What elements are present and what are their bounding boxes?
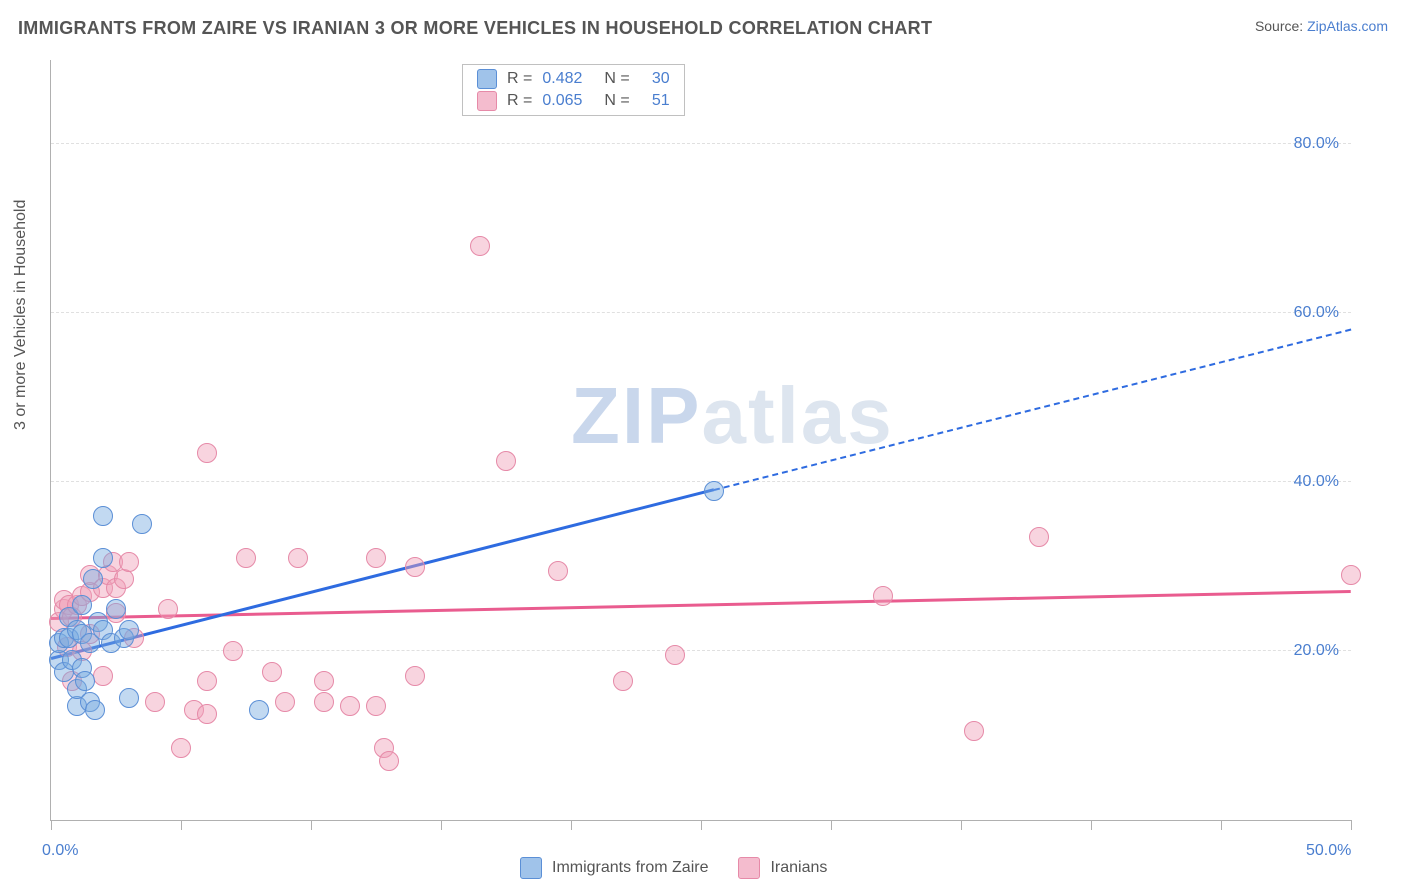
data-point [93, 548, 113, 568]
data-point [314, 692, 334, 712]
series-legend-item: Iranians [738, 857, 827, 879]
data-point [132, 514, 152, 534]
data-point [223, 641, 243, 661]
gridline [51, 481, 1351, 482]
legend-n-label: N = [604, 70, 629, 88]
data-point [548, 561, 568, 581]
x-tick [311, 820, 312, 830]
legend-swatch [477, 91, 497, 111]
legend-n-value: 51 [640, 92, 670, 110]
x-tick-label: 50.0% [1306, 842, 1351, 860]
source-label: Source: ZipAtlas.com [1255, 18, 1388, 34]
data-point [275, 692, 295, 712]
series-name: Iranians [770, 859, 827, 877]
legend-swatch [520, 857, 542, 879]
watermark-zip: ZIP [571, 371, 701, 460]
chart-title: IMMIGRANTS FROM ZAIRE VS IRANIAN 3 OR MO… [18, 18, 932, 39]
legend-r-label: R = [507, 70, 532, 88]
data-point [366, 696, 386, 716]
x-tick [51, 820, 52, 830]
legend-n-label: N = [604, 92, 629, 110]
data-point [236, 548, 256, 568]
data-point [106, 599, 126, 619]
legend-swatch [738, 857, 760, 879]
data-point [314, 671, 334, 691]
source-link[interactable]: ZipAtlas.com [1307, 18, 1388, 34]
x-tick [1351, 820, 1352, 830]
data-point [405, 557, 425, 577]
legend-row: R = 0.065 N = 51 [477, 91, 670, 111]
data-point [119, 620, 139, 640]
x-tick [1221, 820, 1222, 830]
scatter-plot: ZIPatlas 20.0% 40.0% 60.0% 80.0% [50, 60, 1351, 821]
data-point [249, 700, 269, 720]
data-point [496, 451, 516, 471]
y-tick-label: 80.0% [1294, 135, 1339, 153]
data-point [262, 662, 282, 682]
y-axis-label: 3 or more Vehicles in Household [12, 200, 30, 430]
data-point [288, 548, 308, 568]
data-point [72, 595, 92, 615]
x-tick [701, 820, 702, 830]
data-point [197, 704, 217, 724]
data-point [197, 671, 217, 691]
x-tick [831, 820, 832, 830]
data-point [171, 738, 191, 758]
x-tick [571, 820, 572, 830]
trend-line [51, 488, 715, 659]
data-point [366, 548, 386, 568]
data-point [340, 696, 360, 716]
legend-swatch [477, 69, 497, 89]
data-point [83, 569, 103, 589]
legend-row: R = 0.482 N = 30 [477, 69, 670, 89]
legend-n-value: 30 [640, 70, 670, 88]
data-point [873, 586, 893, 606]
data-point [613, 671, 633, 691]
data-point [470, 236, 490, 256]
data-point [964, 721, 984, 741]
y-tick-label: 20.0% [1294, 642, 1339, 660]
data-point [93, 506, 113, 526]
trend-line [51, 590, 1351, 620]
x-tick [441, 820, 442, 830]
legend-r-label: R = [507, 92, 532, 110]
data-point [119, 688, 139, 708]
data-point [93, 666, 113, 686]
data-point [119, 552, 139, 572]
correlation-legend: R = 0.482 N = 30 R = 0.065 N = 51 [462, 64, 685, 116]
data-point [85, 700, 105, 720]
data-point [665, 645, 685, 665]
x-tick [1091, 820, 1092, 830]
series-name: Immigrants from Zaire [552, 859, 708, 877]
y-tick-label: 60.0% [1294, 304, 1339, 322]
x-tick-label: 0.0% [42, 842, 78, 860]
watermark: ZIPatlas [571, 370, 894, 462]
watermark-atlas: atlas [701, 371, 893, 460]
x-tick [961, 820, 962, 830]
y-tick-label: 40.0% [1294, 473, 1339, 491]
x-tick [181, 820, 182, 830]
data-point [75, 671, 95, 691]
legend-r-value: 0.065 [542, 92, 594, 110]
gridline [51, 312, 1351, 313]
data-point [145, 692, 165, 712]
gridline [51, 143, 1351, 144]
data-point [405, 666, 425, 686]
data-point [1029, 527, 1049, 547]
data-point [197, 443, 217, 463]
data-point [158, 599, 178, 619]
data-point [704, 481, 724, 501]
data-point [379, 751, 399, 771]
series-legend: Immigrants from Zaire Iranians [520, 857, 827, 879]
data-point [1341, 565, 1361, 585]
data-point [114, 569, 134, 589]
series-legend-item: Immigrants from Zaire [520, 857, 708, 879]
source-prefix: Source: [1255, 18, 1307, 34]
legend-r-value: 0.482 [542, 70, 594, 88]
gridline [51, 650, 1351, 651]
